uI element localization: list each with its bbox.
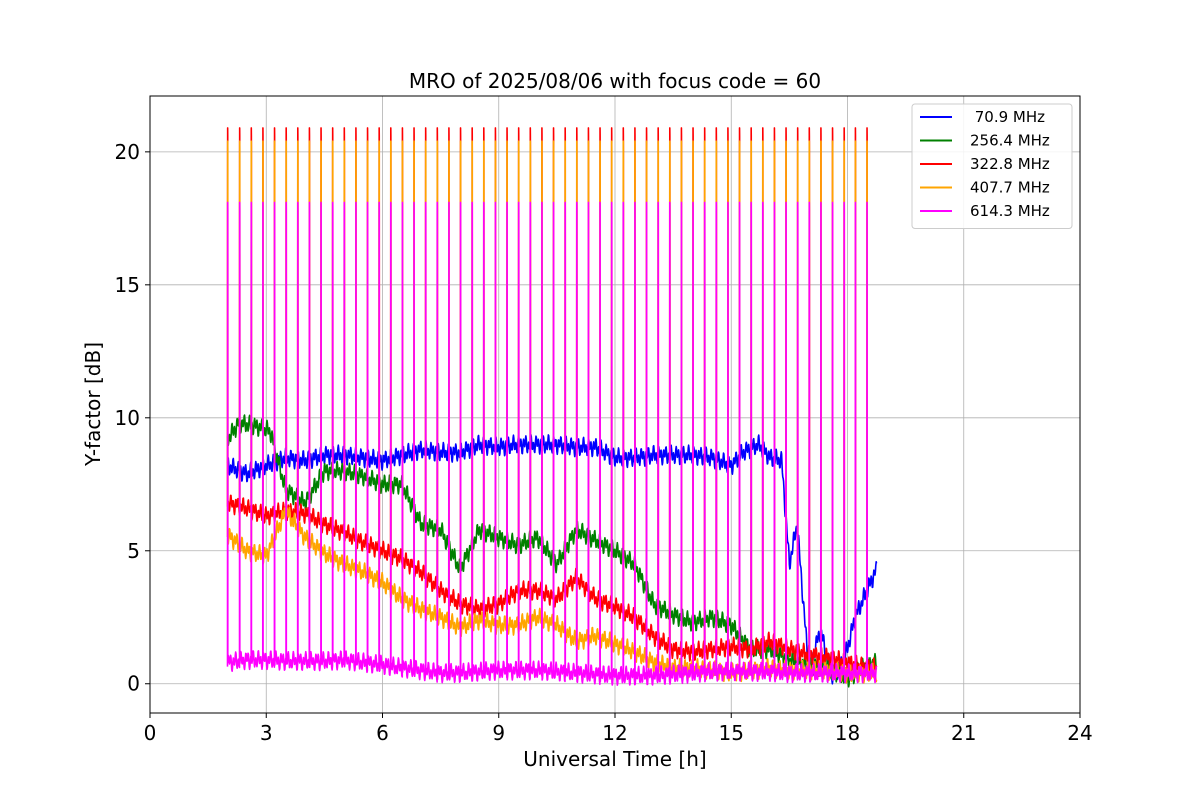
y-tick-label: 20: [115, 140, 140, 164]
legend-label: 322.8 MHz: [970, 155, 1050, 173]
legend-label: 256.4 MHz: [970, 132, 1050, 150]
legend-label: 614.3 MHz: [970, 202, 1050, 220]
y-axis-label: Y-factor [dB]: [81, 342, 105, 467]
x-tick-label: 24: [1067, 721, 1092, 745]
x-tick-label: 0: [144, 721, 157, 745]
legend-label: 70.9 MHz: [970, 108, 1045, 126]
legend-label: 407.7 MHz: [970, 179, 1050, 197]
x-axis-label: Universal Time [h]: [523, 747, 706, 771]
x-tick-label: 15: [719, 721, 744, 745]
y-tick-label: 5: [127, 539, 140, 563]
legend-box: [911, 103, 1073, 229]
chart-title: MRO of 2025/08/06 with focus code = 60: [409, 69, 821, 93]
x-tick-label: 6: [376, 721, 389, 745]
x-tick-label: 21: [951, 721, 976, 745]
x-tick-label: 18: [835, 721, 860, 745]
series-layer: [226, 127, 878, 688]
series-line: [226, 433, 878, 685]
series-line: [226, 127, 878, 678]
x-tick-label: 12: [602, 721, 627, 745]
ticks: 0 3 6 9 12 15 18 21 24 0 5 10 15 20: [115, 140, 1093, 745]
legend: 70.9 MHz 256.4 MHz 322.8 MHz 407.7 MHz 614.3…: [911, 103, 1073, 229]
series-line: [226, 140, 878, 684]
y-tick-label: 10: [115, 406, 140, 430]
y-tick-label: 0: [127, 672, 140, 696]
series-line: [226, 201, 878, 686]
x-tick-label: 9: [492, 721, 505, 745]
x-tick-label: 3: [260, 721, 273, 745]
series-line: [226, 414, 878, 688]
y-tick-label: 15: [115, 273, 140, 297]
